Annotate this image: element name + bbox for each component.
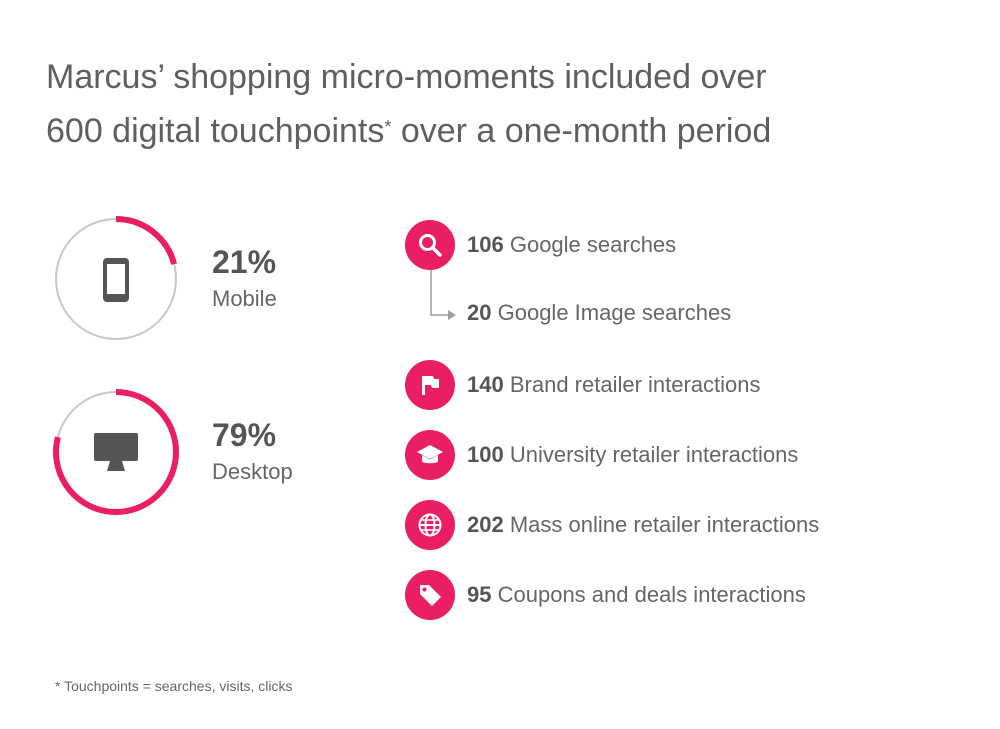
graduation-cap-icon	[417, 445, 443, 464]
list-item-university-retailer: 100 University retailer interactions	[405, 430, 798, 480]
mass-online-retailer-count: 202	[467, 512, 504, 537]
globe-icon-badge	[405, 500, 455, 550]
desktop-share-ring	[53, 389, 179, 515]
title-line-2-tail: over a one-month period	[391, 112, 772, 150]
title-asterisk: *	[384, 117, 392, 137]
brand-retailer-count: 140	[467, 372, 504, 397]
coupons-deals-label: Coupons and deals interactions	[497, 582, 806, 607]
list-item-mass-online-retailer: 202 Mass online retailer interactions	[405, 500, 819, 550]
desktop-label: Desktop	[212, 459, 293, 484]
university-retailer-count: 100	[467, 442, 504, 467]
flag-icon	[422, 376, 439, 395]
coupons-deals-count: 95	[467, 582, 492, 607]
smartphone-icon	[103, 258, 129, 302]
search-icon-badge	[405, 220, 455, 270]
desktop-monitor-icon	[94, 433, 138, 471]
mobile-share-ring	[55, 216, 178, 340]
google-searches-label: Google searches	[509, 232, 677, 257]
list-item-google-searches: 106 Google searches	[405, 220, 676, 270]
tag-icon	[420, 585, 441, 606]
google-searches-count: 106	[467, 232, 504, 257]
sub-item-arrow-icon	[430, 270, 456, 320]
mass-online-retailer-label: Mass online retailer interactions	[509, 512, 820, 537]
mobile-share-arc	[115, 216, 178, 265]
tag-icon-badge	[405, 570, 455, 620]
graduation-cap-icon-badge	[405, 430, 455, 480]
globe-icon	[418, 513, 442, 537]
list-item-coupons-deals: 95 Coupons and deals interactions	[405, 570, 806, 620]
search-icon	[419, 234, 442, 257]
flag-icon-badge	[405, 360, 455, 410]
list-item-brand-retailer: 140 Brand retailer interactions	[405, 360, 761, 410]
google-image-searches-label: Google Image searches	[497, 300, 732, 325]
footnote: * Touchpoints = searches, visits, clicks	[55, 678, 293, 694]
desktop-share-arc	[53, 389, 179, 515]
page-title: Marcus’ shopping micro-moments included …	[46, 50, 946, 158]
title-line-2-main: 600 digital touchpoints	[46, 112, 385, 150]
mobile-label: Mobile	[212, 286, 277, 311]
mobile-percentage: 21%	[212, 244, 277, 280]
university-retailer-label: University retailer interactions	[509, 442, 799, 467]
brand-retailer-label: Brand retailer interactions	[509, 372, 761, 397]
desktop-percentage: 79%	[212, 417, 277, 453]
google-image-searches-count: 20	[467, 300, 492, 325]
list-item-google-image-searches: 20 Google Image searches	[467, 300, 731, 326]
title-line-1: Marcus’ shopping micro-moments included …	[46, 58, 767, 96]
